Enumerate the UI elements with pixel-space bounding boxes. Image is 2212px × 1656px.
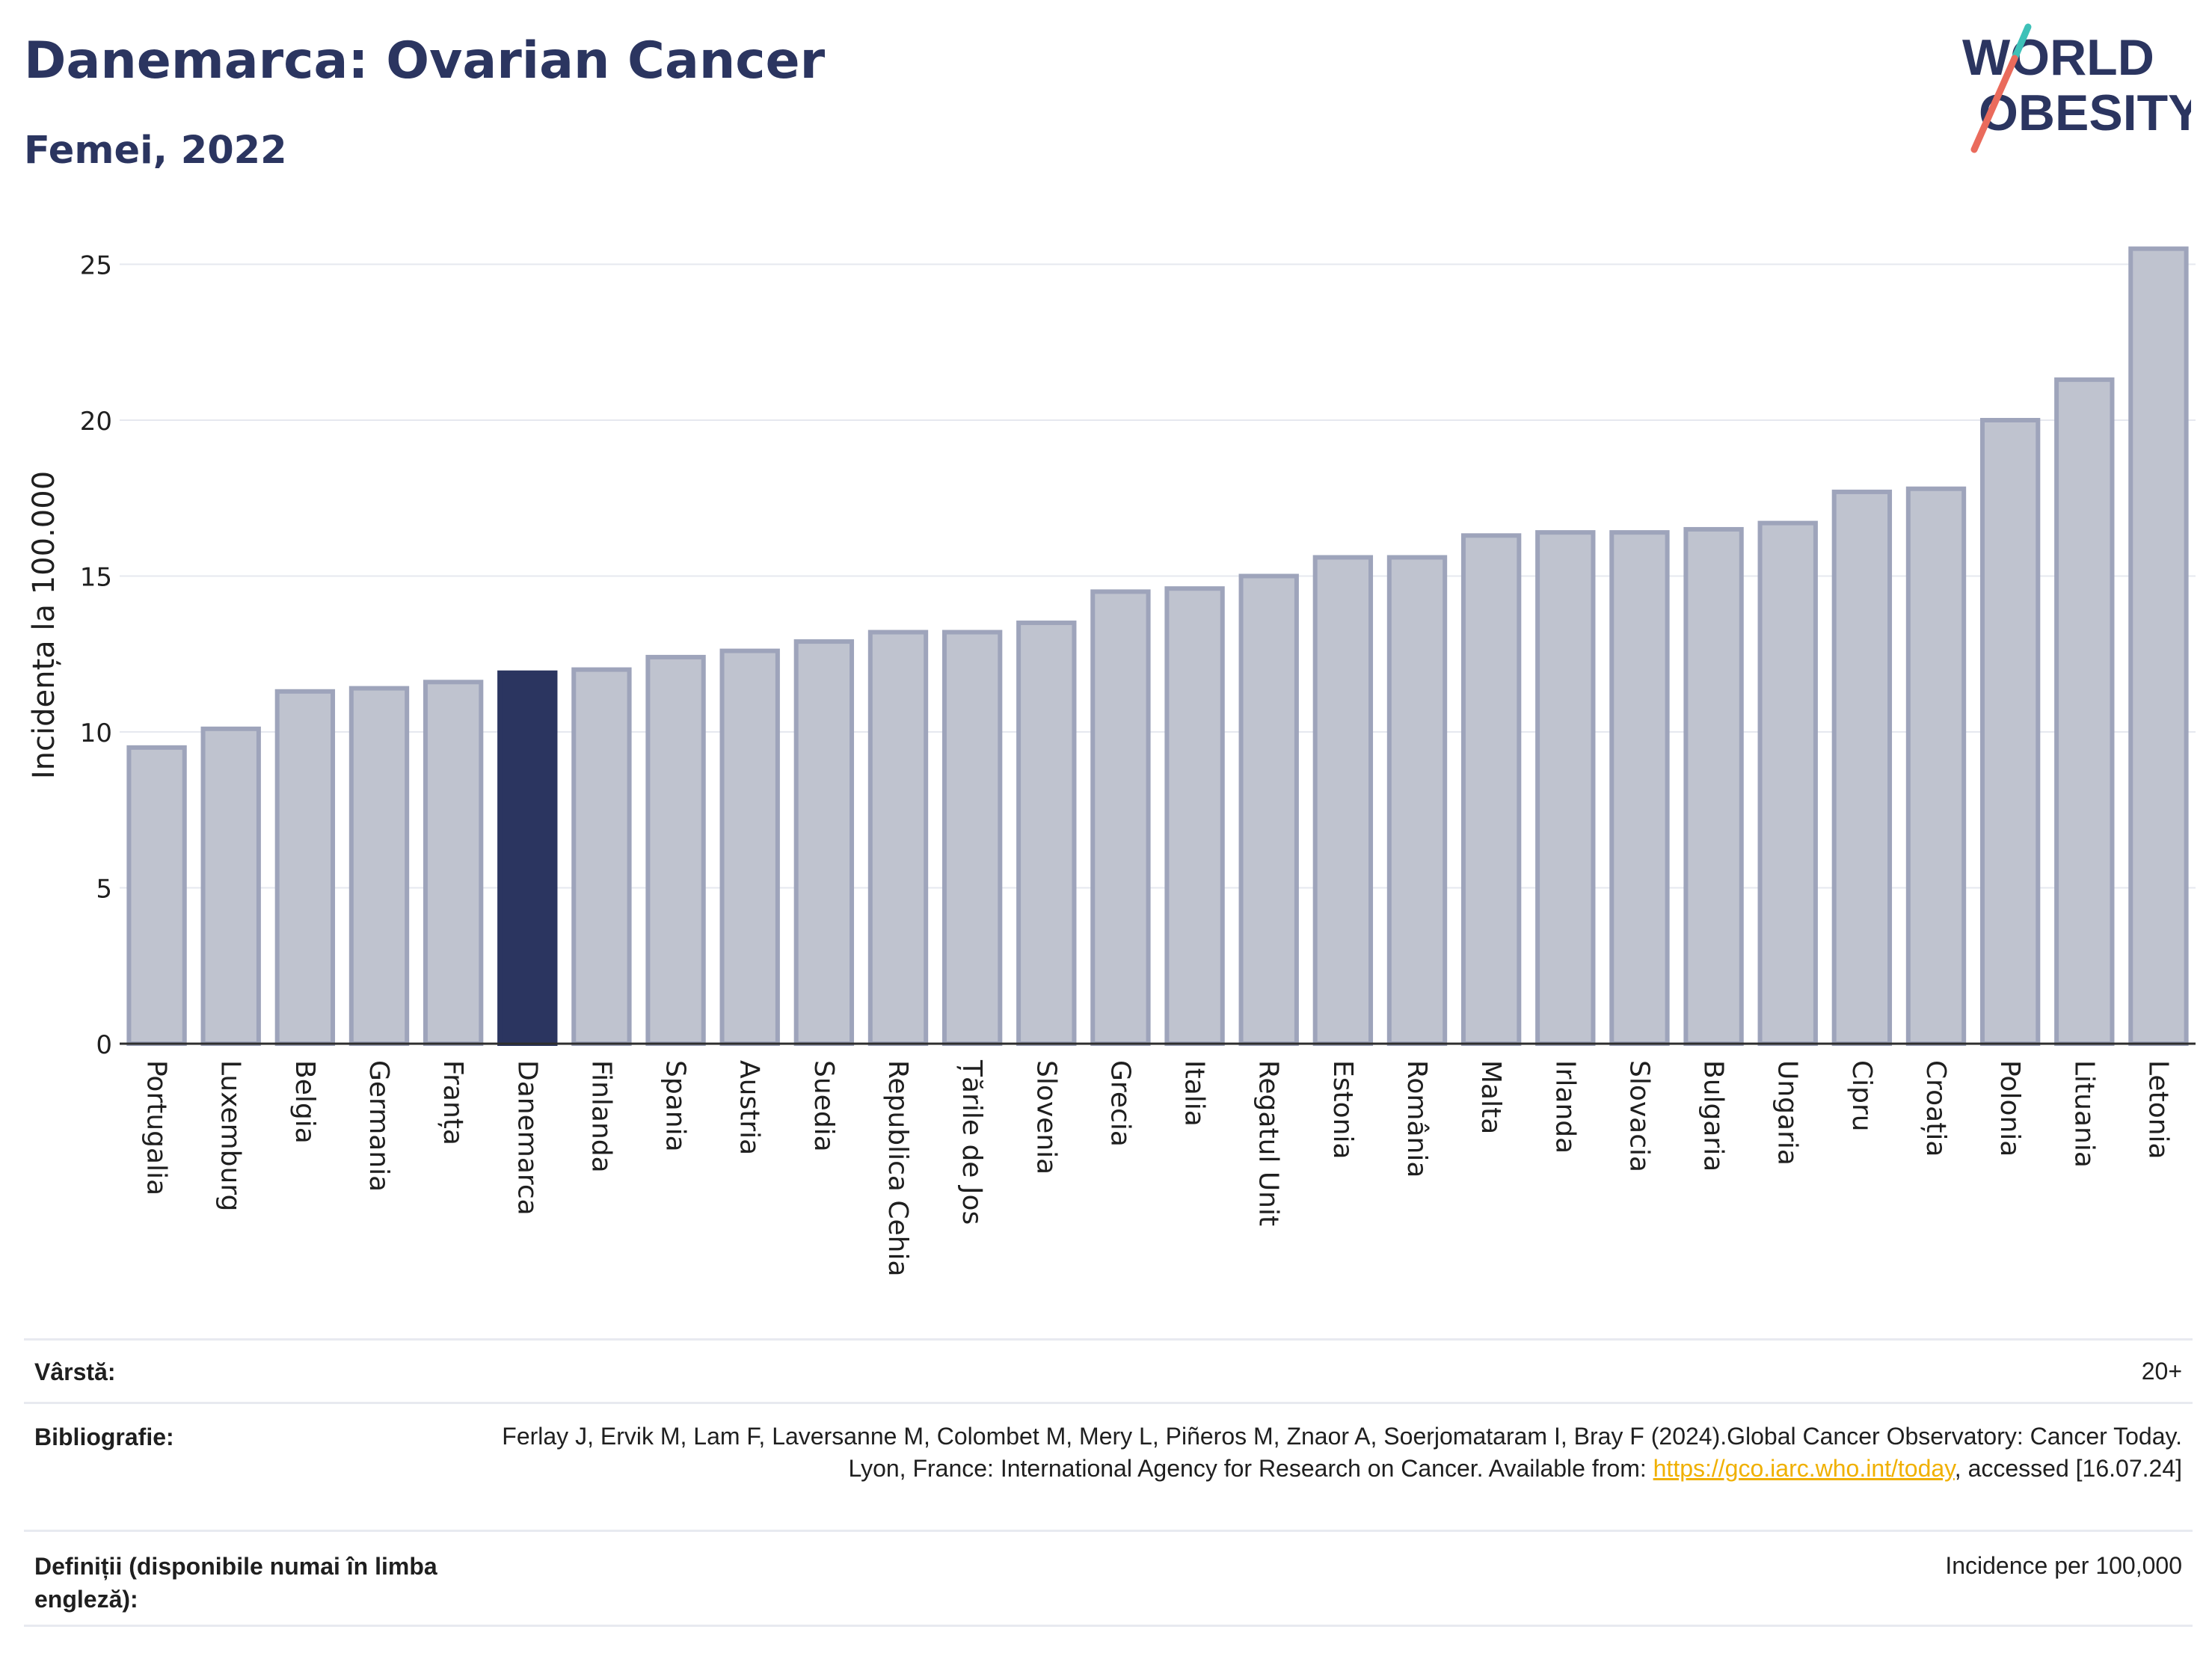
meta-row-definitions: Definiții (disponibile numai în limba en…	[24, 1530, 2193, 1627]
bar-irlanda	[1535, 530, 1596, 1046]
x-tick-label-bulgaria: Bulgaria	[1698, 1060, 1729, 1172]
x-tick-label-spania: Spania	[660, 1060, 691, 1152]
bar-republica-cehia	[867, 630, 929, 1046]
y-tick-label: 5	[96, 875, 112, 905]
x-tick-label-ungaria: Ungaria	[1772, 1060, 1803, 1166]
bar-danemarca	[497, 670, 558, 1047]
meta-row-age: Vârstă: 20+	[24, 1338, 2193, 1402]
bar-tarile-de-jos	[941, 630, 1003, 1046]
y-tick-label: 25	[80, 251, 112, 281]
x-tick-label-croatia: Croația	[1920, 1060, 1951, 1157]
bar-cipru	[1831, 489, 1893, 1046]
x-tick-label-romania: România	[1401, 1060, 1432, 1178]
bar-slovacia	[1609, 530, 1670, 1046]
x-tick-label-irlanda: Irlanda	[1549, 1060, 1580, 1154]
x-tick-label-lituania: Lituania	[2068, 1060, 2099, 1168]
x-tick-label-republica-cehia: Republica Cehia	[882, 1060, 913, 1277]
x-tick-label-regatul-unit: Regatul Unit	[1253, 1060, 1284, 1226]
bar-croatia	[1905, 486, 1967, 1046]
chart-title: Danemarca: Ovarian Cancer	[24, 31, 826, 90]
metadata-table: Vârstă: 20+ Bibliografie: Ferlay J, Ervi…	[24, 1338, 2193, 1627]
bars	[126, 246, 2189, 1047]
bar-ungaria	[1757, 520, 1818, 1046]
bibliography-text: Ferlay J, Ervik M, Lam F, Laversanne M, …	[502, 1423, 2182, 1482]
bar-franta	[423, 680, 484, 1047]
bar-germania	[348, 686, 410, 1046]
bibliography-accessed: , accessed [16.07.24]	[1954, 1455, 2182, 1482]
logo-word-obesity: OBESITY	[1979, 84, 2191, 141]
meta-row-bibliography: Bibliografie: Ferlay J, Ervik M, Lam F, …	[24, 1402, 2193, 1530]
x-tick-label-austria: Austria	[734, 1060, 765, 1155]
logo-slash-teal	[2011, 23, 2032, 62]
bibliography-label: Bibliografie:	[34, 1423, 174, 1450]
x-tick-label-luxemburg: Luxemburg	[215, 1060, 246, 1211]
bar-italia	[1164, 586, 1225, 1046]
bar-portugalia	[126, 745, 187, 1046]
bar-polonia	[1979, 418, 2041, 1046]
bar-finlanda	[571, 667, 632, 1046]
bar-romania	[1386, 555, 1448, 1046]
x-tick-label-cipru: Cipru	[1846, 1060, 1877, 1132]
y-tick-label: 0	[96, 1030, 112, 1060]
bar-bulgaria	[1683, 526, 1744, 1046]
bar-regatul-unit	[1238, 573, 1299, 1046]
bar-lituania	[2054, 377, 2115, 1047]
x-tick-label-tarile-de-jos: Țările de Jos	[956, 1059, 987, 1225]
bar-belgia	[274, 689, 336, 1046]
y-axis-label: Incidența la 100.000	[27, 471, 61, 779]
x-tick-label-suedia: Suedia	[808, 1060, 839, 1152]
x-tick-label-belgia: Belgia	[289, 1060, 320, 1144]
age-label: Vârstă:	[34, 1358, 116, 1385]
bar-letonia	[2128, 246, 2189, 1046]
bar-grecia	[1090, 589, 1151, 1046]
age-value: 20+	[2141, 1358, 2182, 1385]
bibliography-value: Ferlay J, Ervik M, Lam F, Laversanne M, …	[500, 1420, 2182, 1485]
y-tick-label: 20	[80, 407, 112, 437]
x-tick-label-portugalia: Portugalia	[141, 1060, 172, 1195]
y-tick-label: 15	[80, 563, 112, 593]
x-tick-labels: Portugalia Luxemburg Belgia Germania Franța D…	[141, 1059, 2174, 1277]
bar-chart: 0 5 10 15 20 25 Portugalia Luxemburg Belgia Germ…	[27, 246, 2196, 1277]
bar-luxemburg	[200, 726, 261, 1047]
chart-subtitle: Femei, 2022	[24, 129, 287, 173]
bar-austria	[719, 648, 780, 1046]
x-tick-label-letonia: Letonia	[2142, 1060, 2173, 1160]
bar-malta	[1460, 533, 1522, 1046]
definitions-label: Definiții (disponibile numai în limba en…	[34, 1553, 437, 1613]
x-tick-label-italia: Italia	[1179, 1060, 1210, 1127]
definitions-value: Incidence per 100,000	[1945, 1552, 2182, 1579]
world-obesity-logo: WORLD OBESITY	[1962, 23, 2191, 153]
x-tick-label-danemarca: Danemarca	[511, 1060, 542, 1216]
x-tick-label-estonia: Estonia	[1327, 1060, 1358, 1160]
x-tick-label-germania: Germania	[363, 1060, 394, 1192]
x-tick-label-malta: Malta	[1475, 1060, 1506, 1134]
bar-spania	[645, 654, 706, 1046]
logo-slash-coral	[1970, 55, 2018, 153]
x-tick-label-polonia: Polonia	[1994, 1060, 2025, 1157]
y-tick-labels: 0 5 10 15 20 25	[80, 251, 112, 1061]
x-tick-label-slovenia: Slovenia	[1030, 1060, 1061, 1175]
logo-word-world: WORLD	[1962, 29, 2154, 86]
x-tick-label-franta: Franța	[437, 1060, 468, 1145]
bibliography-link[interactable]: https://gco.iarc.who.int/today	[1653, 1455, 1955, 1482]
bar-estonia	[1312, 555, 1374, 1046]
x-tick-label-finlanda: Finlanda	[586, 1060, 616, 1173]
bar-suedia	[793, 639, 855, 1046]
x-tick-label-grecia: Grecia	[1105, 1060, 1135, 1147]
y-tick-label: 10	[80, 718, 112, 748]
bar-slovenia	[1016, 621, 1077, 1046]
x-tick-label-slovacia: Slovacia	[1623, 1060, 1654, 1172]
